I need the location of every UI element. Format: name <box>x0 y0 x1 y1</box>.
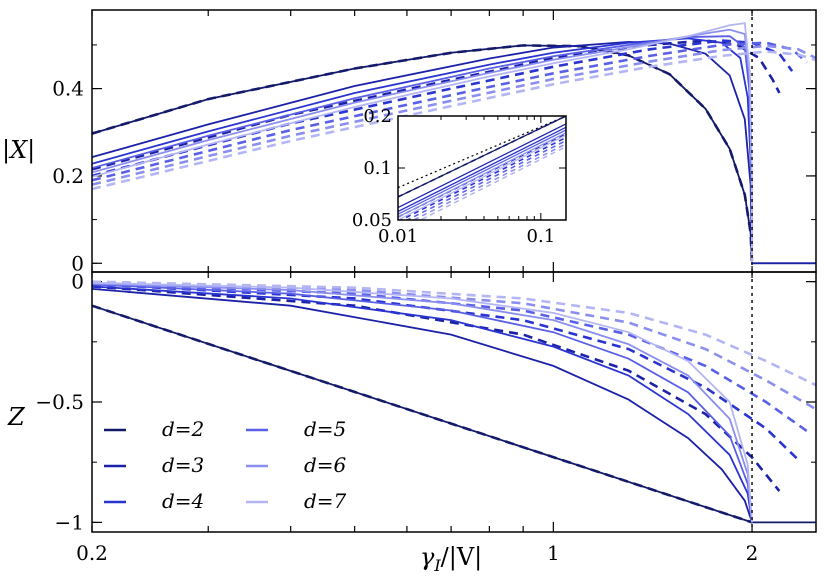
bottom-x-tick-label: 0.2 <box>76 541 108 565</box>
bottom-y-axis-label: Z <box>7 403 26 431</box>
top-series-d=3-dashed <box>91 39 781 171</box>
bottom-series-d=6-solid <box>91 282 753 523</box>
bottom-series-d=3-dashed <box>91 285 781 492</box>
inset-series-reference <box>398 116 566 189</box>
bottom-x-tick-label: 2 <box>746 541 759 565</box>
bottom-series-d=5-dashed <box>91 281 808 432</box>
bottom-y-tick-label: −0.5 <box>35 390 84 414</box>
top-series-d=4-dashed <box>91 39 794 178</box>
legend-label: d=3 <box>162 453 204 477</box>
top-series-d=2-dashed <box>91 44 754 264</box>
top-series-d=7-solid <box>91 22 753 264</box>
inset-y-tick-label: 0.05 <box>352 210 392 231</box>
x-axis-label-rest: /|V| <box>441 543 483 572</box>
x-axis-label-subscript: I <box>433 556 441 575</box>
legend-label: d=6 <box>304 453 347 477</box>
inset-lines <box>398 116 566 220</box>
top-panel: 0 0.2 0.4 <box>52 9 817 275</box>
bottom-y-tick-label: −1 <box>55 510 84 534</box>
top-series-d=6-dashed <box>91 44 817 186</box>
bottom-series-d=3-solid <box>91 287 753 523</box>
inset-y-tick-label: 0.2 <box>363 106 392 127</box>
bottom-series-d=4-dashed <box>91 282 800 461</box>
legend: d=2 d=3 d=4 d=5 d=6 d=7 <box>104 417 347 513</box>
inset-series-d=4-solid <box>398 126 566 213</box>
inset-series-d=7-solid <box>398 134 566 220</box>
bottom-series-d=4-solid <box>91 285 753 523</box>
inset-series-d=5-dashed <box>405 139 566 220</box>
legend-label: d=4 <box>162 489 204 513</box>
inset-x-tick-label: 0.1 <box>527 226 556 247</box>
bottom-series-d=5-solid <box>91 283 753 523</box>
inset-series-d=5-solid <box>398 129 566 215</box>
inset-series-d=3-solid <box>398 123 566 209</box>
inset-y-tick-label: 0.1 <box>363 158 392 179</box>
x-axis-label-gamma: γ <box>420 543 435 571</box>
bottom-x-tick-label: 1 <box>547 541 560 565</box>
bottom-y-tick-label: 0 <box>71 270 84 294</box>
legend-label: d=2 <box>162 417 204 441</box>
top-y-axis-label: |X| <box>2 136 35 165</box>
legend-label: d=7 <box>304 489 347 513</box>
inset-series-d=6-dashed <box>412 143 566 220</box>
top-series-d=7-dashed <box>91 50 817 191</box>
inset-series-d=4-dashed <box>399 136 566 220</box>
inset-series-d=2-dashed <box>398 116 566 198</box>
inset-x-tick-label: 0.01 <box>378 226 418 247</box>
legend-label: d=5 <box>304 417 346 441</box>
inset-series-d=6-solid <box>398 132 566 218</box>
bottom-series-d=6-dashed <box>91 281 817 411</box>
bottom-panel: −1 −0.5 0 0.2 1 2 <box>35 270 817 565</box>
top-y-tick-label: 0 <box>71 251 84 275</box>
bottom-frame <box>91 271 817 533</box>
top-y-tick-label: 0.2 <box>52 164 84 188</box>
bottom-series-d=7-solid <box>91 281 753 523</box>
top-y-tick-label: 0.4 <box>52 77 84 101</box>
bottom-series-d=2-dashed <box>91 304 753 524</box>
x-axis-label: γI/|V| <box>420 543 482 575</box>
inset-panel: 0.01 0.1 0.05 0.1 0.2 <box>352 106 567 247</box>
bottom-series-d=7-dashed <box>91 280 817 387</box>
inset-frame <box>397 115 567 221</box>
inset-series-d=7-dashed <box>418 145 566 220</box>
